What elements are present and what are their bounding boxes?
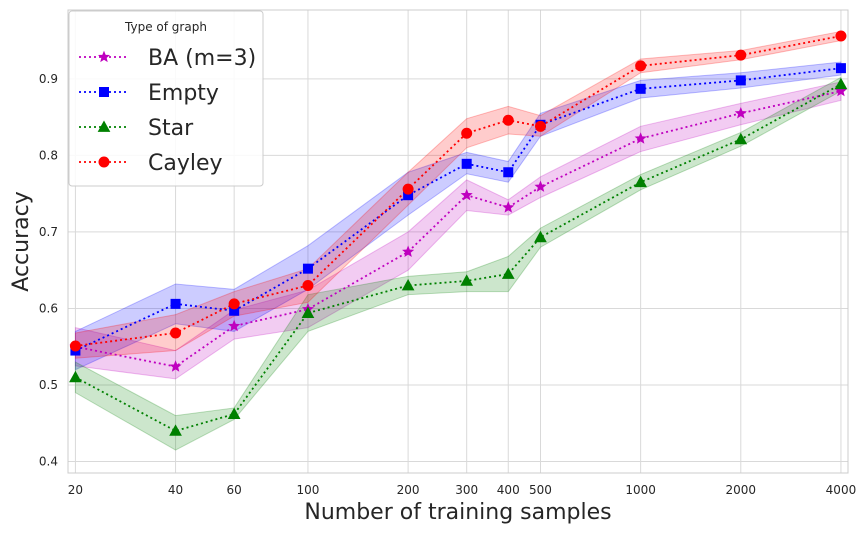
cayley-data-point [69,340,81,352]
star-data-point [401,278,415,291]
cayley-data-point [735,49,747,61]
legend-marker [99,87,109,97]
empty-data-point [503,167,514,178]
y-tick-label: 0.5 [39,378,58,392]
empty-data-point [635,83,646,94]
ba-m-3-data-point [502,201,515,213]
legend-entry-star: Star [79,116,194,141]
x-tick-label: 40 [168,483,183,497]
cayley-data-point [534,120,546,132]
legend-entry-cayley: Cayley [79,151,223,176]
ba-m-3-data-point [228,319,241,332]
cayley-data-point [302,280,314,292]
ba-m-3-data-point [734,106,747,119]
star-data-point [534,230,547,243]
cayley-data-point [228,298,240,310]
ba-m-3-data-point [834,84,847,97]
legend-entry-ba-m-3: BA (m=3) [79,46,256,71]
empty-data-point [302,263,313,274]
series-markers [69,30,848,436]
ba-m-3-data-point [634,132,647,144]
ba-m-3-data-point [402,245,415,257]
legend-entries: BA (m=3) Empty Star Cayley [79,46,256,176]
x-tick-label: 4000 [826,483,857,497]
legend-entry-empty: Empty [79,81,219,106]
legend-marker [98,156,110,168]
cayley-data-point [502,114,514,126]
cayley-data-point [402,183,414,195]
legend-label: BA (m=3) [148,46,256,71]
x-axis-ticks: 20 40 60 100 200 300 400 500 1000 2000 4000 [68,483,856,497]
x-tick-label: 100 [297,483,320,497]
star-data-point [301,306,315,318]
x-axis-label: Number of training samples [304,500,611,525]
y-tick-label: 0.6 [39,301,58,315]
ba-m-3-data-point [169,360,182,372]
legend-label: Cayley [148,151,223,176]
ba-m-3-data-point [534,180,547,192]
y-axis-ticks: 0.4 0.5 0.6 0.7 0.8 0.9 [39,72,58,469]
star-data-point [734,132,748,145]
legend-title: Type of graph [124,20,207,34]
x-tick-label: 2000 [726,483,757,497]
cayley-data-point [835,30,847,42]
legend-label: Empty [148,81,219,106]
legend-marker [97,50,111,63]
empty-data-point [170,298,181,309]
legend-label: Star [148,116,194,141]
y-tick-label: 0.4 [39,455,58,469]
x-tick-label: 60 [227,483,242,497]
y-tick-label: 0.9 [39,72,58,86]
x-tick-label: 1000 [625,483,656,497]
star-data-point [69,370,82,383]
empty-data-point [735,75,746,86]
x-tick-label: 500 [529,483,552,497]
ba-m-3-data-point [460,188,473,201]
plot-frame [67,9,849,474]
y-tick-label: 0.7 [39,225,58,239]
cayley-data-point [461,127,473,139]
star-data-point [227,407,241,419]
x-tick-label: 400 [497,483,520,497]
legend-marker [97,120,111,132]
y-tick-label: 0.8 [39,148,58,162]
star-data-point [501,267,515,279]
star-data-point [169,424,182,436]
empty-data-point [461,158,472,169]
star-data-point [634,175,647,188]
legend: Type of graph BA (m=3) Empty Star Cayley [68,10,264,187]
cayley-data-point [170,327,182,339]
cayley-data-point [635,60,647,72]
x-tick-label: 300 [455,483,478,497]
ba-m-3-confidence-band [74,81,842,380]
legend-box [68,10,264,187]
y-axis-label: Accuracy [9,191,34,291]
empty-data-point [835,63,846,74]
x-tick-label: 20 [68,483,83,497]
star-data-point [460,274,474,286]
x-tick-label: 200 [397,483,420,497]
star-data-point [834,77,848,90]
